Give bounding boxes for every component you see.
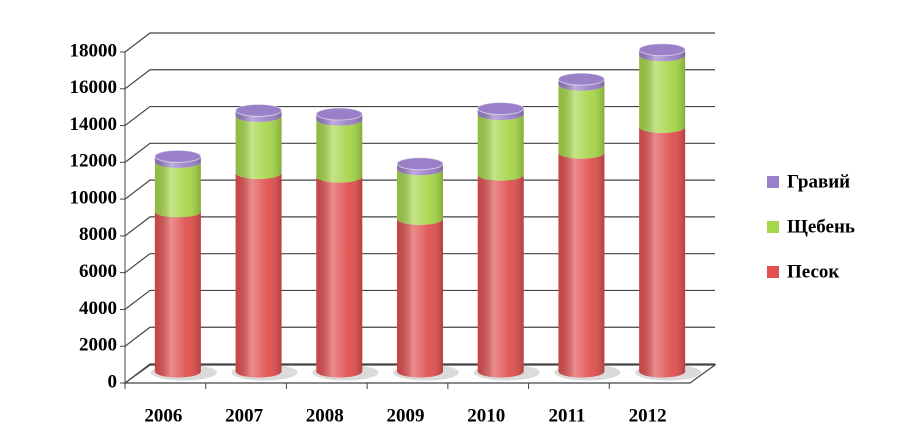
x-tick-label: 2007 (225, 405, 264, 426)
bar-shine (397, 163, 443, 176)
grid-line (124, 69, 715, 90)
bar-shine (558, 84, 605, 159)
x-tick-label: 2010 (467, 405, 505, 426)
grid-line (124, 326, 715, 347)
bar-top (396, 157, 444, 171)
bar-shine (397, 218, 443, 378)
y-tick-label: 10000 (70, 187, 118, 208)
bar-shine (316, 114, 363, 126)
x-tick-label: 2008 (306, 405, 344, 426)
legend-label: Гравий (787, 171, 850, 192)
bar-top (235, 103, 283, 117)
bar-shine (639, 126, 686, 378)
bar-shine (154, 156, 201, 168)
y-tick-label: 6000 (79, 261, 117, 282)
bar-top (477, 102, 525, 116)
legend-label: Щебень (787, 216, 855, 237)
grid-line (124, 32, 715, 53)
bar-top (315, 107, 363, 121)
y-tick-label: 2000 (79, 335, 117, 356)
x-tick-label: 2009 (387, 405, 425, 426)
x-tick-label: 2006 (144, 405, 182, 426)
grid-line (124, 216, 715, 237)
legend-marker (767, 221, 779, 233)
y-tick-label: 14000 (70, 114, 118, 135)
y-tick-label: 16000 (70, 77, 118, 98)
grid-line (124, 253, 715, 274)
bar-shine (477, 174, 524, 378)
bar-top (154, 149, 202, 163)
bar-shine (154, 161, 201, 218)
bar-shine (477, 114, 524, 181)
y-tick-label: 18000 (70, 40, 118, 61)
grid-line (124, 363, 715, 384)
bar-shine (639, 55, 686, 133)
x-tick-label: 2011 (548, 405, 585, 426)
legend-marker (767, 266, 779, 278)
bar-shine (477, 108, 524, 121)
grid-line (124, 105, 715, 127)
bar-shine (397, 169, 443, 225)
bar-shine (316, 119, 363, 183)
bar-shine (235, 110, 282, 122)
bar-top (557, 72, 605, 86)
legend-label: Песок (787, 261, 839, 282)
grid-line (124, 179, 715, 200)
bar-shine (154, 211, 201, 378)
grid-line (124, 289, 715, 310)
bar-top (638, 43, 686, 57)
x-tick-label: 2012 (629, 405, 667, 426)
y-tick-label: 12000 (70, 151, 118, 172)
bar-shine (558, 79, 605, 91)
grid-line (124, 142, 715, 163)
y-tick-label: 0 (108, 371, 118, 392)
bar-shine (235, 115, 282, 179)
y-tick-label: 8000 (79, 224, 117, 245)
bar-shine (316, 176, 363, 378)
bar-shine (639, 49, 686, 62)
bar-shine (558, 152, 605, 378)
bar-shine (235, 172, 282, 378)
y-tick-label: 4000 (79, 298, 117, 319)
legend-marker (767, 176, 779, 188)
